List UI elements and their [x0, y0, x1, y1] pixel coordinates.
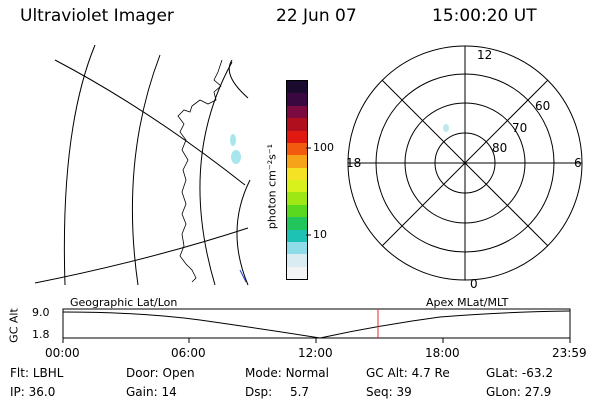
colorbar-tick-100: 100: [313, 141, 334, 154]
aurora-patch: [443, 124, 449, 132]
colorbar: [286, 80, 308, 280]
aurora-patch: [231, 150, 241, 164]
seq-label: Seq:: [366, 385, 393, 399]
time-label: 15:00:20 UT: [432, 6, 537, 26]
ip-value: 36.0: [28, 385, 56, 399]
glat-label: GLat:: [486, 366, 519, 380]
colorbar-segment: [287, 105, 307, 119]
map-grid-line: [63, 44, 96, 286]
x-tick-0000: 00:00: [45, 346, 80, 360]
polar-diagonal: [381, 79, 549, 247]
colorbar-segment: [287, 155, 307, 168]
map-grid-line: [34, 227, 249, 284]
glat-value: -63.2: [521, 366, 553, 380]
lat-label-70: 70: [512, 121, 527, 135]
colorbar-segment: [287, 204, 307, 218]
gain-label: Gain:: [126, 385, 158, 399]
gcalt-value: 4.7 Re: [411, 366, 450, 380]
colorbar-segment: [287, 266, 307, 279]
colorbar-tick-10: 10: [313, 228, 327, 241]
colorbar-segment: [287, 192, 307, 205]
glon-field: GLon: 27.9: [486, 385, 551, 399]
seq-field: Seq: 39: [366, 385, 412, 399]
ip-label: IP:: [10, 385, 25, 399]
colorbar-segment: [287, 93, 307, 106]
mlt-label-18: 18: [346, 156, 361, 170]
mode-value: Normal: [285, 366, 329, 380]
door-field: Door: Open: [126, 366, 195, 380]
x-tick-1800: 18:00: [425, 346, 460, 360]
map-grid-line: [228, 59, 249, 99]
lat-label-80: 80: [492, 141, 507, 155]
colorbar-segment: [287, 130, 307, 143]
ip-field: IP: 36.0: [10, 385, 55, 399]
dsp-value: 5.7: [289, 385, 310, 399]
mlt-label-12: 12: [477, 48, 492, 62]
glon-value: 27.9: [524, 385, 552, 399]
colorbar-segment: [287, 180, 307, 193]
polar-plot: 12 6 0 18 60 70 80: [346, 45, 583, 290]
altitude-curve: [62, 310, 571, 339]
x-tick-1200: 12:00: [298, 346, 333, 360]
x-tick-2359: 23:59: [552, 346, 587, 360]
coastline: [177, 59, 223, 283]
mode-field: Mode: Normal: [245, 366, 329, 380]
mlt-label-0: 0: [470, 277, 478, 290]
apex-mlat-label: Apex MLat/MLT: [426, 296, 509, 309]
gcalt-label: GC Alt:: [366, 366, 408, 380]
aurora-patch: [230, 134, 236, 146]
date-label: 22 Jun 07: [276, 6, 357, 26]
dsp-label: Dsp:: [245, 385, 273, 399]
glat-field: GLat: -63.2: [486, 366, 553, 380]
instrument-title: Ultraviolet Imager: [20, 6, 174, 26]
y-tick-high: 9.0: [32, 306, 50, 319]
colorbar-ticks: [306, 147, 311, 236]
glon-label: GLon:: [486, 385, 521, 399]
colorbar-segment: [287, 254, 307, 267]
y-tick-low: 1.8: [32, 328, 50, 341]
gcalt-field: GC Alt: 4.7 Re: [366, 366, 450, 380]
dsp-field: Dsp: 5.7: [245, 385, 309, 399]
coastline-fragment: [239, 269, 247, 283]
colorbar-segment: [287, 118, 307, 131]
colorbar-segment: [287, 167, 307, 180]
mode-label: Mode:: [245, 366, 282, 380]
flt-value: LBHL: [32, 366, 64, 380]
geo-latlon-label: Geographic Lat/Lon: [70, 296, 178, 309]
colorbar-segment: [287, 81, 307, 94]
gain-value: 14: [161, 385, 177, 399]
colorbar-segment: [287, 142, 307, 156]
flt-field: Flt: LBHL: [10, 366, 63, 380]
mlt-label-6: 6: [574, 156, 582, 170]
x-tick-0600: 06:00: [171, 346, 206, 360]
colorbar-segment: [287, 229, 307, 242]
map-grid-line: [131, 54, 161, 286]
colorbar-segment: [287, 241, 307, 255]
door-value: Open: [162, 366, 195, 380]
seq-value: 39: [396, 385, 412, 399]
map-grid-line: [54, 59, 246, 186]
flt-label: Flt:: [10, 366, 29, 380]
colorbar-segment: [287, 217, 307, 230]
gain-field: Gain: 14: [126, 385, 177, 399]
lat-label-60: 60: [535, 99, 550, 113]
door-label: Door:: [126, 366, 159, 380]
